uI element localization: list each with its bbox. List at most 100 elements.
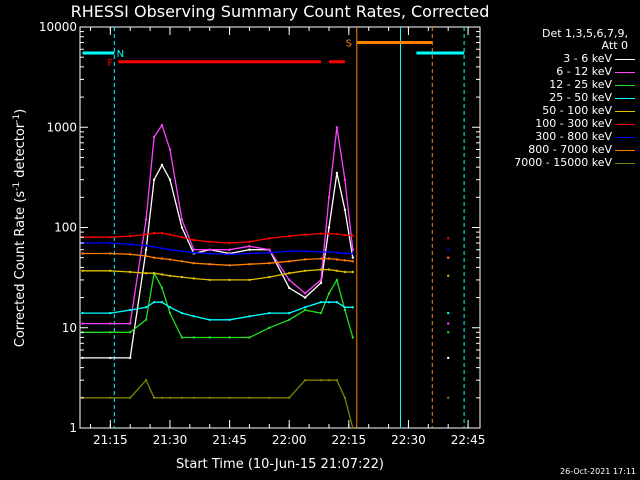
series-point bbox=[335, 379, 339, 382]
series-point bbox=[152, 272, 156, 275]
legend-entry: 12 - 25 keV bbox=[480, 78, 638, 91]
series-point bbox=[208, 336, 211, 339]
series-point bbox=[447, 311, 450, 315]
series-point bbox=[152, 301, 156, 304]
series-point bbox=[168, 178, 172, 181]
series-point bbox=[152, 231, 156, 235]
series-point bbox=[109, 322, 112, 325]
series-line bbox=[82, 379, 354, 429]
legend-swatch bbox=[615, 163, 635, 164]
series-point bbox=[327, 379, 331, 382]
series-point bbox=[152, 396, 156, 399]
series-point bbox=[248, 315, 251, 318]
series-point bbox=[248, 252, 251, 255]
x-tick-label: 21:45 bbox=[212, 433, 247, 447]
series-point bbox=[160, 257, 164, 260]
legend-entry-label: 100 - 300 keV bbox=[535, 117, 612, 130]
series-point bbox=[160, 231, 164, 235]
legend-entry: 300 - 800 keV bbox=[480, 130, 638, 143]
series-point bbox=[109, 236, 112, 239]
chart-title: RHESSI Observing Summary Count Rates, Co… bbox=[70, 2, 490, 21]
legend-entry-label: 7000 - 15000 keV bbox=[514, 156, 612, 169]
legend-entry-label: 300 - 800 keV bbox=[535, 130, 612, 143]
series-point bbox=[129, 270, 132, 274]
series-point bbox=[343, 396, 347, 399]
series-point bbox=[319, 301, 323, 304]
series-point bbox=[109, 331, 112, 334]
legend-entry-label: 25 - 50 keV bbox=[549, 91, 612, 104]
series-point bbox=[192, 336, 195, 339]
series-point bbox=[319, 257, 323, 260]
series-point bbox=[343, 252, 347, 255]
series-point bbox=[327, 257, 331, 260]
series-point bbox=[81, 322, 84, 325]
series-point bbox=[160, 301, 164, 304]
series-point bbox=[168, 311, 172, 315]
series-point bbox=[248, 336, 251, 339]
series-point bbox=[144, 218, 148, 221]
series-point bbox=[288, 396, 291, 399]
series-point bbox=[160, 273, 164, 276]
series-point bbox=[327, 250, 331, 254]
series-point bbox=[152, 256, 156, 259]
series-point bbox=[208, 318, 211, 321]
series-point bbox=[144, 244, 148, 247]
legend-entry-label: 6 - 12 keV bbox=[556, 65, 612, 78]
series-point bbox=[152, 178, 156, 181]
series-point bbox=[447, 237, 450, 240]
series-point bbox=[327, 232, 331, 235]
series-point bbox=[192, 248, 195, 251]
series-point bbox=[160, 247, 164, 250]
series-point bbox=[248, 278, 251, 282]
legend-entry-label: 800 - 7000 keV bbox=[528, 143, 612, 156]
series-point bbox=[109, 311, 112, 315]
series-point bbox=[144, 318, 148, 321]
x-axis-label: Start Time (10-Jun-15 21:07:22) bbox=[176, 457, 384, 472]
series-point bbox=[447, 331, 450, 334]
series-point bbox=[288, 318, 291, 321]
series-point bbox=[303, 292, 307, 295]
legend-entry: 25 - 50 keV bbox=[480, 91, 638, 104]
y-tick-label: 100 bbox=[54, 221, 77, 235]
series-point bbox=[228, 241, 231, 245]
legend: Det 1,3,5,6,7,9, Att 0 3 - 6 keV 6 - 12 k… bbox=[480, 28, 638, 169]
series-point bbox=[168, 396, 172, 399]
series-point bbox=[319, 311, 323, 315]
series-point bbox=[288, 272, 291, 275]
series-point bbox=[228, 336, 231, 339]
series-point bbox=[335, 171, 339, 175]
series-point bbox=[180, 336, 184, 339]
series-point bbox=[81, 252, 84, 255]
y-tick-label: 10 bbox=[62, 321, 77, 335]
plot-border bbox=[79, 26, 481, 429]
series-point bbox=[168, 274, 172, 277]
series-point bbox=[351, 270, 354, 274]
series-point bbox=[268, 237, 271, 240]
series-point bbox=[319, 379, 323, 382]
series-point bbox=[351, 336, 354, 339]
series-point bbox=[109, 252, 112, 255]
series-point bbox=[268, 275, 271, 279]
series-point bbox=[351, 234, 354, 237]
legend-header-attenuator: Att 0 bbox=[601, 39, 628, 52]
legend-swatch bbox=[615, 72, 635, 73]
series-line bbox=[82, 301, 353, 321]
series-point bbox=[335, 232, 339, 236]
series-point bbox=[343, 259, 347, 262]
legend-entry: 50 - 100 keV bbox=[480, 104, 638, 117]
series-point bbox=[129, 234, 132, 238]
series-point bbox=[129, 396, 132, 399]
series-point bbox=[335, 258, 339, 261]
x-tick-label: 22:30 bbox=[391, 433, 426, 447]
series-point bbox=[208, 240, 211, 243]
legend-entry: 6 - 12 keV bbox=[480, 65, 638, 78]
series-point bbox=[319, 281, 323, 285]
plot-frame bbox=[79, 26, 481, 429]
y-tick-label: 1 bbox=[69, 421, 77, 435]
date-stamp: 26-Oct-2021 17:11 bbox=[560, 467, 636, 476]
series-point bbox=[268, 262, 271, 265]
series-point bbox=[228, 248, 231, 251]
legend-swatch bbox=[615, 98, 635, 99]
annotation-lines bbox=[113, 27, 465, 428]
series-point bbox=[144, 254, 148, 258]
